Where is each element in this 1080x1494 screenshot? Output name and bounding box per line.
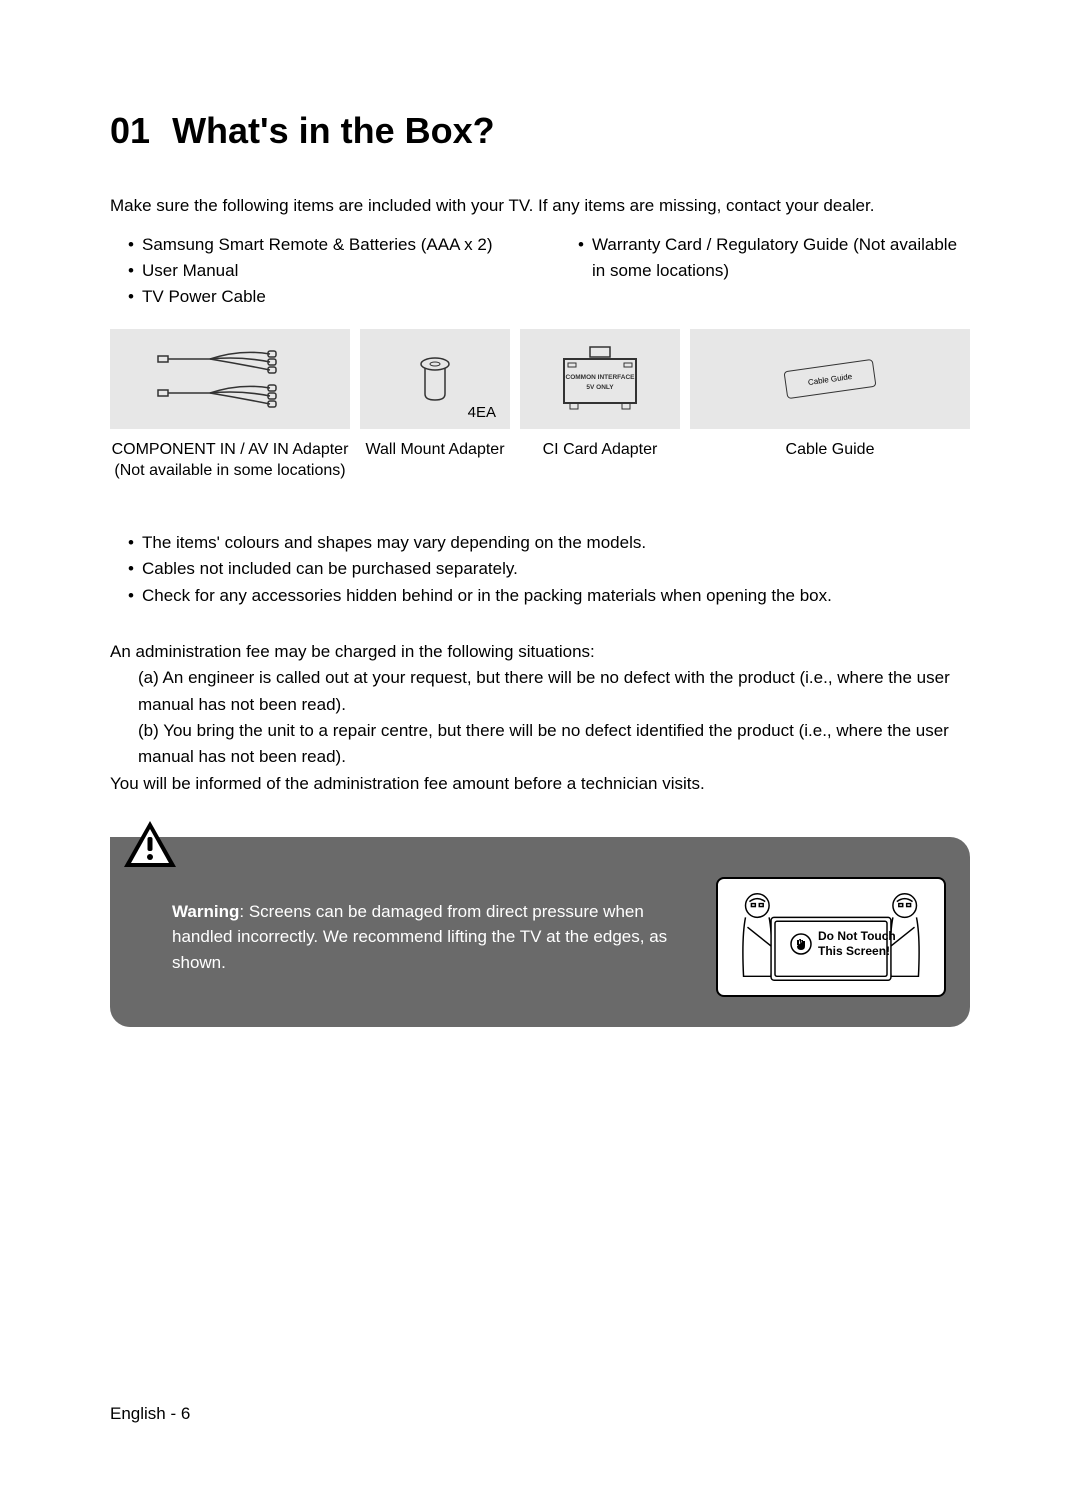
included-items-columns: Samsung Smart Remote & Batteries (AAA x …	[110, 232, 970, 311]
svg-text:5V ONLY: 5V ONLY	[586, 384, 614, 391]
cable-guide-icon: Cable Guide	[783, 359, 876, 399]
svg-text:COMMON INTERFACE: COMMON INTERFACE	[566, 374, 636, 381]
admin-fee-outro: You will be informed of the administrati…	[110, 771, 970, 797]
hand-stop-icon	[790, 933, 812, 955]
included-items-right: Warranty Card / Regulatory Guide (Not av…	[560, 232, 970, 285]
items-illustrations-row: 4EA COMMON INTERFACE 5V ONLY Cable Guide	[110, 329, 970, 429]
included-items-left: Samsung Smart Remote & Batteries (AAA x …	[110, 232, 520, 311]
caption-wall-mount: Wall Mount Adapter	[360, 439, 510, 482]
admin-fee-a: (a) An engineer is called out at your re…	[110, 665, 970, 718]
caption-component: COMPONENT IN / AV IN Adapter (Not availa…	[110, 439, 350, 482]
items-captions-row: COMPONENT IN / AV IN Adapter (Not availa…	[110, 439, 970, 482]
notes-list: The items' colours and shapes may vary d…	[110, 530, 970, 609]
caption-cable-guide: Cable Guide	[690, 439, 970, 482]
warning-box: Warning: Screens can be damaged from dir…	[110, 837, 970, 1027]
admin-fee-b: (b) You bring the unit to a repair centr…	[110, 718, 970, 771]
cable-guide-card: Cable Guide	[690, 329, 970, 429]
admin-fee-section: An administration fee may be charged in …	[110, 639, 970, 797]
list-item: User Manual	[128, 258, 520, 284]
intro-paragraph: Make sure the following items are includ…	[110, 194, 970, 218]
list-item: Check for any accessories hidden behind …	[128, 583, 970, 609]
warning-message: : Screens can be damaged from direct pre…	[172, 902, 667, 972]
section-number: 01	[110, 110, 150, 151]
ci-card-adapter-card: COMMON INTERFACE 5V ONLY	[520, 329, 680, 429]
warning-handling-illustration: Do Not Touch This Screen!	[716, 877, 946, 997]
list-item: Warranty Card / Regulatory Guide (Not av…	[578, 232, 970, 285]
component-adapter-card	[110, 329, 350, 429]
list-item: TV Power Cable	[128, 284, 520, 310]
caption-ci-card: CI Card Adapter	[520, 439, 680, 482]
page-footer: English - 6	[110, 1404, 190, 1424]
cable-guide-inner-label: Cable Guide	[807, 371, 852, 386]
list-item: The items' colours and shapes may vary d…	[128, 530, 970, 556]
do-not-touch-text: Do Not Touch This Screen!	[818, 929, 896, 958]
warning-body: Warning: Screens can be damaged from dir…	[110, 837, 970, 1027]
section-heading: 01 What's in the Box?	[110, 110, 970, 152]
wall-mount-icon	[415, 354, 455, 404]
warning-triangle-icon	[122, 819, 178, 869]
cables-icon	[150, 344, 310, 414]
list-item: Samsung Smart Remote & Batteries (AAA x …	[128, 232, 520, 258]
admin-fee-intro: An administration fee may be charged in …	[110, 639, 970, 665]
warning-label: Warning	[172, 902, 239, 921]
wall-mount-adapter-card: 4EA	[360, 329, 510, 429]
adapter-qty-label: 4EA	[468, 404, 496, 421]
section-title-text: What's in the Box?	[172, 110, 495, 151]
list-item: Cables not included can be purchased sep…	[128, 556, 970, 582]
warning-text: Warning: Screens can be damaged from dir…	[172, 899, 696, 976]
ci-card-icon: COMMON INTERFACE 5V ONLY	[550, 339, 650, 419]
